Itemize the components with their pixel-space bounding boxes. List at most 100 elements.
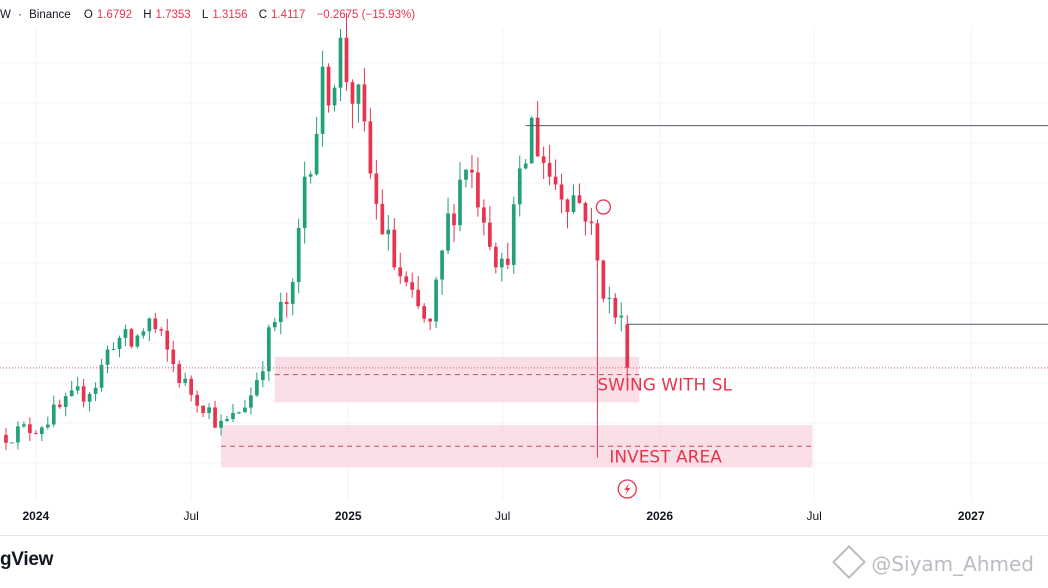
candle-body bbox=[368, 121, 373, 174]
candle-body bbox=[249, 395, 253, 408]
candle-body bbox=[488, 222, 492, 247]
x-tick-label: Jul bbox=[806, 509, 821, 523]
candle-body bbox=[63, 396, 68, 407]
candle-body bbox=[589, 221, 594, 224]
candle-body bbox=[541, 156, 546, 163]
symbol-legend: W · Binance O 1.6792 H 1.7353 L 1.3156 C 1.4… bbox=[0, 9, 416, 21]
candle-body bbox=[213, 407, 217, 428]
candle-body bbox=[452, 213, 456, 226]
candle-body bbox=[255, 380, 259, 396]
candle-body bbox=[4, 434, 8, 443]
candle-body bbox=[338, 37, 343, 88]
candle-body bbox=[559, 184, 564, 200]
candle-body bbox=[446, 213, 450, 251]
x-tick-label: 2024 bbox=[22, 509, 49, 523]
candle-body bbox=[219, 420, 223, 428]
candle-body bbox=[135, 335, 140, 347]
candle-body bbox=[302, 176, 307, 228]
candle-body bbox=[243, 407, 247, 413]
candle-body bbox=[117, 337, 122, 349]
candle-body bbox=[183, 378, 188, 383]
candle-body bbox=[57, 404, 62, 407]
candle-body bbox=[440, 250, 444, 280]
candle-body bbox=[39, 427, 44, 434]
circle-marker bbox=[595, 199, 612, 215]
open-label: O bbox=[83, 9, 93, 21]
candle-body bbox=[129, 329, 134, 347]
candle-body bbox=[392, 229, 397, 268]
low-value: 1.3156 bbox=[212, 9, 248, 21]
candle-body bbox=[458, 179, 462, 226]
candle-body bbox=[362, 84, 367, 122]
candle-body bbox=[225, 419, 229, 421]
close-label: C bbox=[258, 9, 268, 21]
candle-body bbox=[45, 424, 50, 428]
time-axis-divider bbox=[0, 535, 1048, 536]
candle-body bbox=[28, 424, 32, 434]
zone-band bbox=[221, 425, 813, 468]
candle-body bbox=[171, 349, 176, 365]
candle-body bbox=[165, 330, 170, 350]
exchange-name: Binance bbox=[29, 9, 71, 21]
candle-body bbox=[111, 348, 116, 350]
candle-body bbox=[428, 318, 432, 322]
candle-body bbox=[272, 321, 277, 328]
x-tick-label: Jul bbox=[495, 509, 510, 523]
candle-body bbox=[553, 176, 558, 185]
candle-body bbox=[207, 407, 211, 413]
candle-body bbox=[601, 260, 606, 299]
candle-body bbox=[386, 229, 391, 235]
candle-body bbox=[10, 442, 14, 444]
candle-body bbox=[410, 282, 415, 290]
candle-body bbox=[332, 87, 337, 106]
candle-body bbox=[422, 306, 427, 319]
candle-body bbox=[296, 227, 301, 283]
candle-body bbox=[535, 117, 540, 157]
candle-body bbox=[434, 279, 438, 322]
candle-body bbox=[482, 207, 486, 223]
candle-body bbox=[625, 324, 630, 368]
candle-body bbox=[320, 66, 325, 134]
author-watermark: @Siyam_Ahmed bbox=[832, 545, 1034, 579]
candle-body bbox=[290, 282, 295, 304]
candle-body bbox=[177, 364, 182, 383]
candle-body bbox=[201, 405, 205, 413]
candle-body bbox=[356, 84, 361, 104]
candle-body bbox=[284, 301, 289, 304]
tradingview-logo: gView bbox=[0, 549, 54, 570]
symbol-name[interactable]: W bbox=[0, 9, 11, 21]
candle-body bbox=[308, 174, 313, 177]
high-label: H bbox=[143, 9, 152, 21]
x-tick-label: 2027 bbox=[958, 509, 985, 523]
x-tick-label: Jul bbox=[183, 509, 198, 523]
candle-body bbox=[529, 117, 534, 164]
high-value: 1.7353 bbox=[155, 9, 191, 21]
binance-logo-icon bbox=[832, 545, 867, 579]
candle-body bbox=[344, 37, 349, 83]
candle-body bbox=[380, 203, 385, 235]
candle-body bbox=[266, 327, 271, 372]
candle-body bbox=[314, 133, 319, 175]
candle-body bbox=[105, 349, 110, 365]
candle-body bbox=[619, 315, 624, 318]
open-value: 1.6792 bbox=[96, 9, 133, 21]
zone-label: INVEST AREA bbox=[609, 447, 722, 467]
candle-body bbox=[493, 246, 498, 268]
candle-body bbox=[499, 258, 504, 268]
candle-body bbox=[613, 297, 618, 318]
zone-band bbox=[274, 356, 640, 403]
candle-body bbox=[141, 331, 146, 336]
candle-body bbox=[464, 169, 468, 180]
candle-body bbox=[99, 364, 104, 388]
candle-body bbox=[404, 276, 409, 283]
candle-body bbox=[398, 267, 403, 277]
candle-body bbox=[547, 162, 552, 177]
x-tick-label: 2026 bbox=[646, 509, 673, 523]
candle-body bbox=[523, 163, 528, 169]
candle-body bbox=[123, 329, 128, 338]
candle-body bbox=[326, 66, 331, 106]
low-label: L bbox=[201, 9, 209, 21]
author-handle: @Siyam_Ahmed bbox=[871, 552, 1034, 576]
candle-body bbox=[607, 297, 612, 299]
